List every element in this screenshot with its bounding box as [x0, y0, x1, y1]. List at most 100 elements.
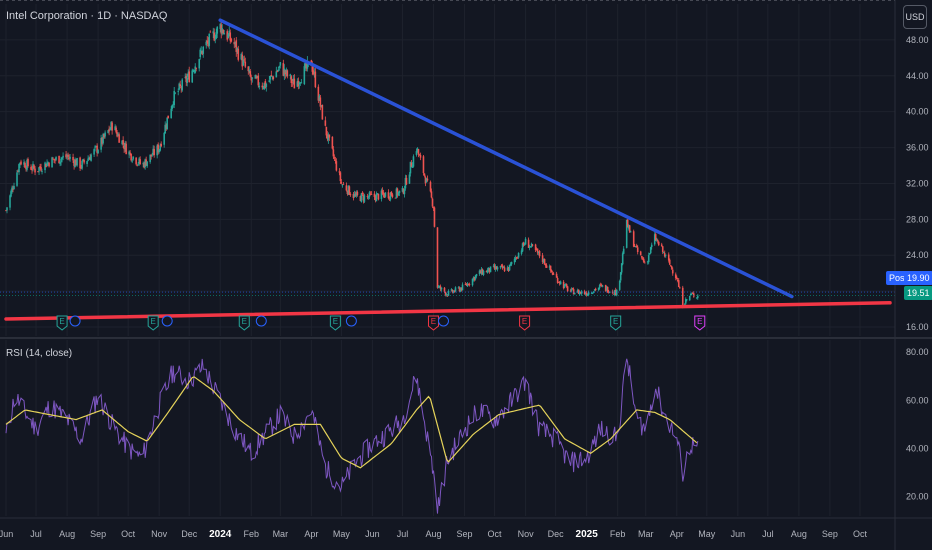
candle-body [65, 154, 67, 158]
candle-body [222, 29, 225, 34]
candle-body [125, 143, 127, 155]
candle-body [137, 163, 139, 165]
candle-body [667, 254, 670, 261]
candle-body [425, 178, 428, 183]
candle-body [671, 269, 674, 274]
candle-body [527, 239, 530, 248]
candle-body [328, 134, 331, 138]
candle-body [234, 42, 237, 44]
earnings-badge [694, 315, 706, 331]
earnings-letter: E [333, 317, 338, 326]
candle-body [648, 253, 651, 255]
rsi-lines [5, 358, 699, 514]
candle-body [460, 287, 463, 291]
candle-body [373, 193, 376, 197]
candle-body [643, 262, 646, 264]
earnings-badge [519, 315, 531, 331]
dividend-marker [255, 315, 267, 327]
candle-body [226, 31, 229, 40]
candle-body [340, 182, 343, 184]
candle-body [325, 126, 328, 136]
candle-body [185, 76, 188, 83]
candle-body [142, 163, 144, 165]
candle-body [230, 38, 233, 42]
candle-body [146, 161, 148, 167]
candle-body [405, 177, 408, 185]
candle-body [461, 284, 464, 291]
candle-body [178, 83, 181, 90]
candle-body [156, 145, 158, 156]
candle-body [569, 290, 572, 292]
candle-body [304, 63, 307, 67]
candle-body [139, 159, 141, 164]
candle-body [516, 257, 519, 259]
candle-body [265, 83, 268, 87]
candle-body [629, 231, 632, 233]
candle-body [80, 167, 82, 168]
time-tick-label: Oct [853, 529, 868, 539]
candle-body [219, 23, 222, 30]
candle-body [433, 207, 436, 227]
candle-body [444, 292, 447, 295]
candle-body [318, 95, 321, 101]
candle-body [650, 244, 653, 248]
candle-body [604, 284, 607, 291]
candle-body [32, 163, 34, 170]
candle-body [552, 273, 555, 275]
candle-body [678, 287, 681, 289]
candle-body [255, 76, 258, 78]
candle-body [33, 165, 35, 169]
candle-body [40, 167, 42, 171]
candle-body [48, 162, 50, 167]
candle-body [243, 59, 246, 61]
candle-body [194, 66, 197, 73]
candle-body [436, 227, 439, 288]
candle-body [5, 210, 7, 212]
candle-body [72, 156, 74, 161]
candle-body [321, 104, 324, 120]
candle-body [158, 149, 160, 152]
candle-body [129, 152, 131, 154]
candle-body [212, 31, 215, 34]
candle-body [79, 157, 81, 169]
candle-body [479, 270, 482, 274]
time-tick-label: Feb [610, 529, 626, 539]
candle-body [398, 190, 401, 194]
earnings-letter: E [522, 317, 527, 326]
candle-body [52, 158, 54, 160]
candle-body [478, 270, 481, 274]
currency-button[interactable]: USD [903, 5, 927, 29]
candle-body [377, 193, 380, 200]
candle-body [118, 134, 120, 143]
candle-body [94, 146, 96, 148]
candle-body [54, 159, 56, 161]
candle-body [103, 133, 105, 138]
candle-body [26, 160, 28, 170]
candle-body [474, 275, 477, 280]
price-tick-label: 48.00 [906, 35, 929, 45]
candle-body [244, 61, 247, 67]
candle-body [544, 264, 547, 266]
candle-body [565, 284, 568, 287]
earnings-marker: E [238, 315, 250, 331]
candle-body [416, 148, 419, 152]
price-tick-label: 40.00 [906, 107, 929, 117]
candle-body [655, 239, 658, 241]
candle-body [193, 71, 196, 72]
candle-body [256, 76, 259, 77]
candles [5, 22, 699, 309]
candle-body [551, 272, 554, 275]
time-tick-label: Mar [638, 529, 654, 539]
candle-body [138, 158, 140, 164]
rsi-label: RSI (14, close) [6, 348, 73, 359]
candle-body [334, 159, 337, 161]
price-grid [0, 4, 895, 516]
dividend-marker [161, 315, 173, 327]
candle-body [59, 161, 61, 164]
candle-body [144, 159, 146, 168]
candle-body [383, 193, 386, 198]
candle-body [116, 132, 118, 137]
candle-body [209, 31, 212, 33]
candle-body [408, 174, 411, 184]
earnings-letter: E [613, 317, 618, 326]
